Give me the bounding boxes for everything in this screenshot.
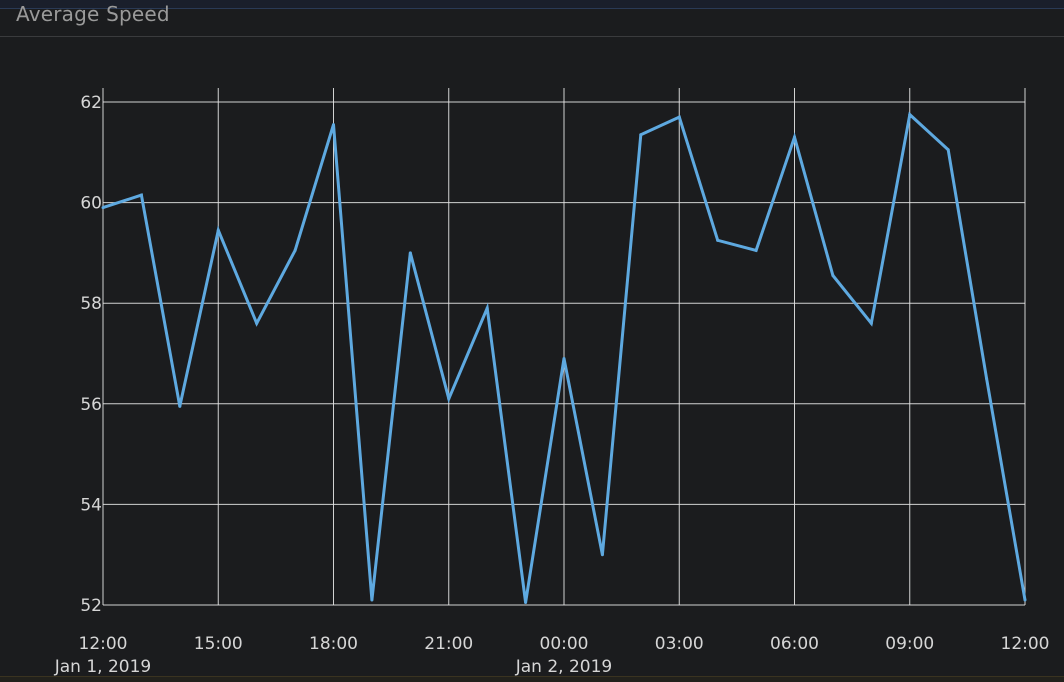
data-point [101,206,105,210]
y-tick-label: 56 [80,395,102,415]
data-point [754,248,758,252]
x-tick-date-label: Jan 1, 2019 [54,657,152,677]
data-point [293,248,297,252]
x-tick-label: 21:00 [424,634,473,654]
y-axis-labels: 52 54 56 58 60 62 [80,93,102,616]
panel-header: Average Speed [0,0,1064,37]
x-tick-date-label: Jan 2, 2019 [515,657,613,677]
data-point [255,321,259,325]
data-point [639,133,643,137]
data-point [869,321,873,325]
data-point [485,306,489,310]
x-tick-label: 09:00 [885,634,934,654]
x-tick-label: 18:00 [309,634,358,654]
x-gridlines [102,88,1026,605]
x-tick-label: 12:00 [1001,634,1050,654]
y-tick-label: 54 [80,495,102,515]
data-point [908,113,912,117]
data-point [216,228,220,232]
series-layer [101,111,1027,604]
data-point [946,148,950,152]
x-tick-label: 06:00 [770,634,819,654]
data-point [1023,598,1027,602]
data-point [524,600,528,604]
y-tick-label: 60 [80,194,102,214]
data-point [985,377,989,381]
y-tick-label: 58 [80,294,102,314]
data-point [139,193,143,197]
data-point [178,404,182,408]
data-point [716,238,720,242]
y-tick-label: 62 [80,93,102,113]
x-tick-label: 12:00 [79,634,128,654]
bottom-border-strip [0,676,1064,682]
data-point [370,598,374,602]
x-tick-label: 15:00 [194,634,243,654]
data-point [332,123,335,127]
x-axis-labels: 12:00 Jan 1, 2019 15:00 18:00 21:00 00:00 Jan … [54,634,1050,677]
panel-title: Average Speed [16,2,170,26]
data-point [793,135,796,139]
data-point [447,397,451,401]
data-point [562,357,566,361]
data-point [408,251,412,255]
data-point [831,274,835,278]
x-tick-label: 00:00 [540,634,589,654]
y-tick-label: 52 [80,596,102,616]
top-border-strip [0,0,1064,9]
data-point [600,553,604,557]
x-tick-label: 03:00 [655,634,704,654]
data-point [677,115,681,119]
